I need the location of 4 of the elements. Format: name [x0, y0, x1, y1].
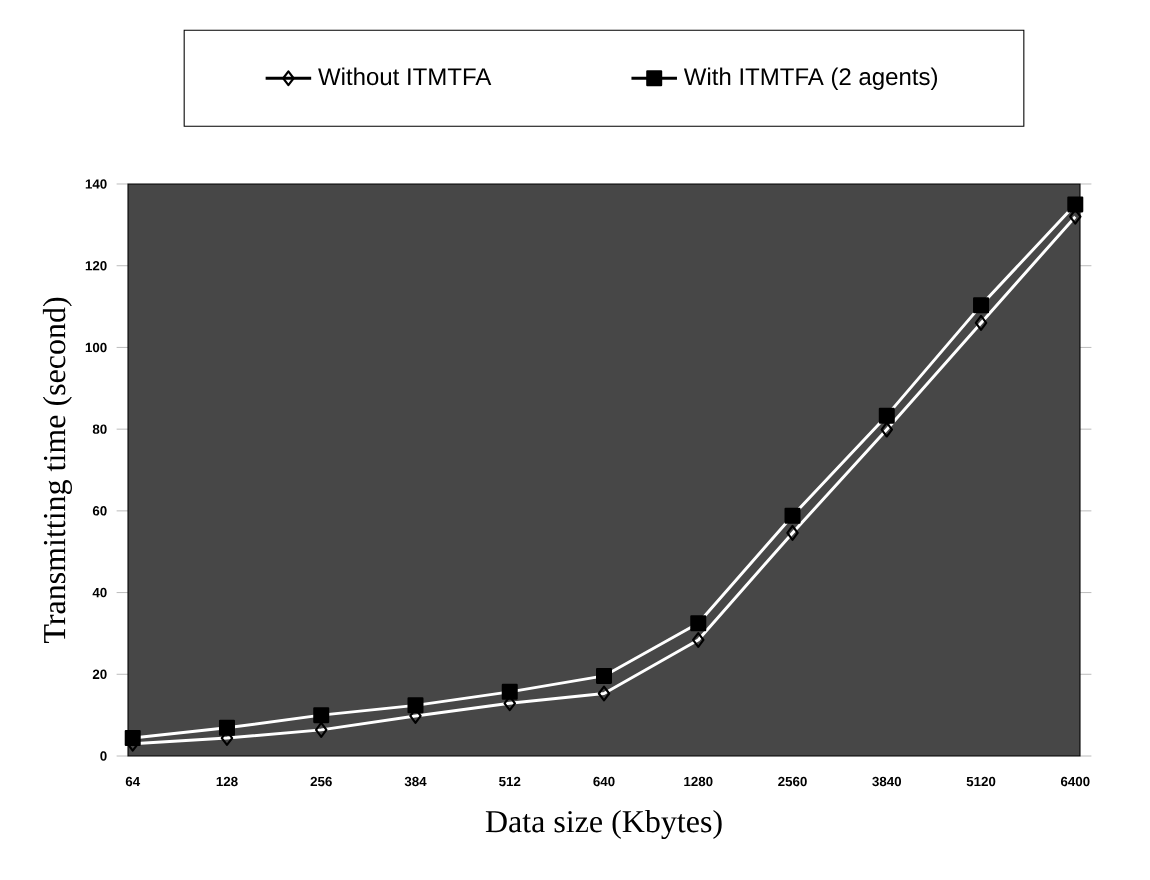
y-axis-title: Transmitting time (second)	[42, 297, 72, 644]
x-axis-title: Data size (Kbytes)	[485, 809, 722, 840]
legend-label: With ITMTFA (2 agents)	[683, 67, 938, 90]
legend-label: Without ITMTFA	[318, 67, 492, 86]
